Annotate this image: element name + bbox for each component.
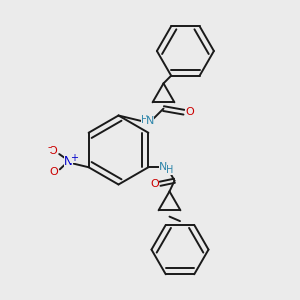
Text: H: H xyxy=(166,165,174,175)
Text: -: - xyxy=(48,142,51,152)
Text: O: O xyxy=(150,179,159,189)
Text: +: + xyxy=(70,153,78,163)
Text: N: N xyxy=(159,162,168,172)
Text: O: O xyxy=(185,107,194,117)
Text: O: O xyxy=(49,146,58,156)
Text: N: N xyxy=(64,155,73,168)
Text: N: N xyxy=(146,116,154,127)
Text: O: O xyxy=(50,167,58,177)
Text: H: H xyxy=(141,115,148,125)
